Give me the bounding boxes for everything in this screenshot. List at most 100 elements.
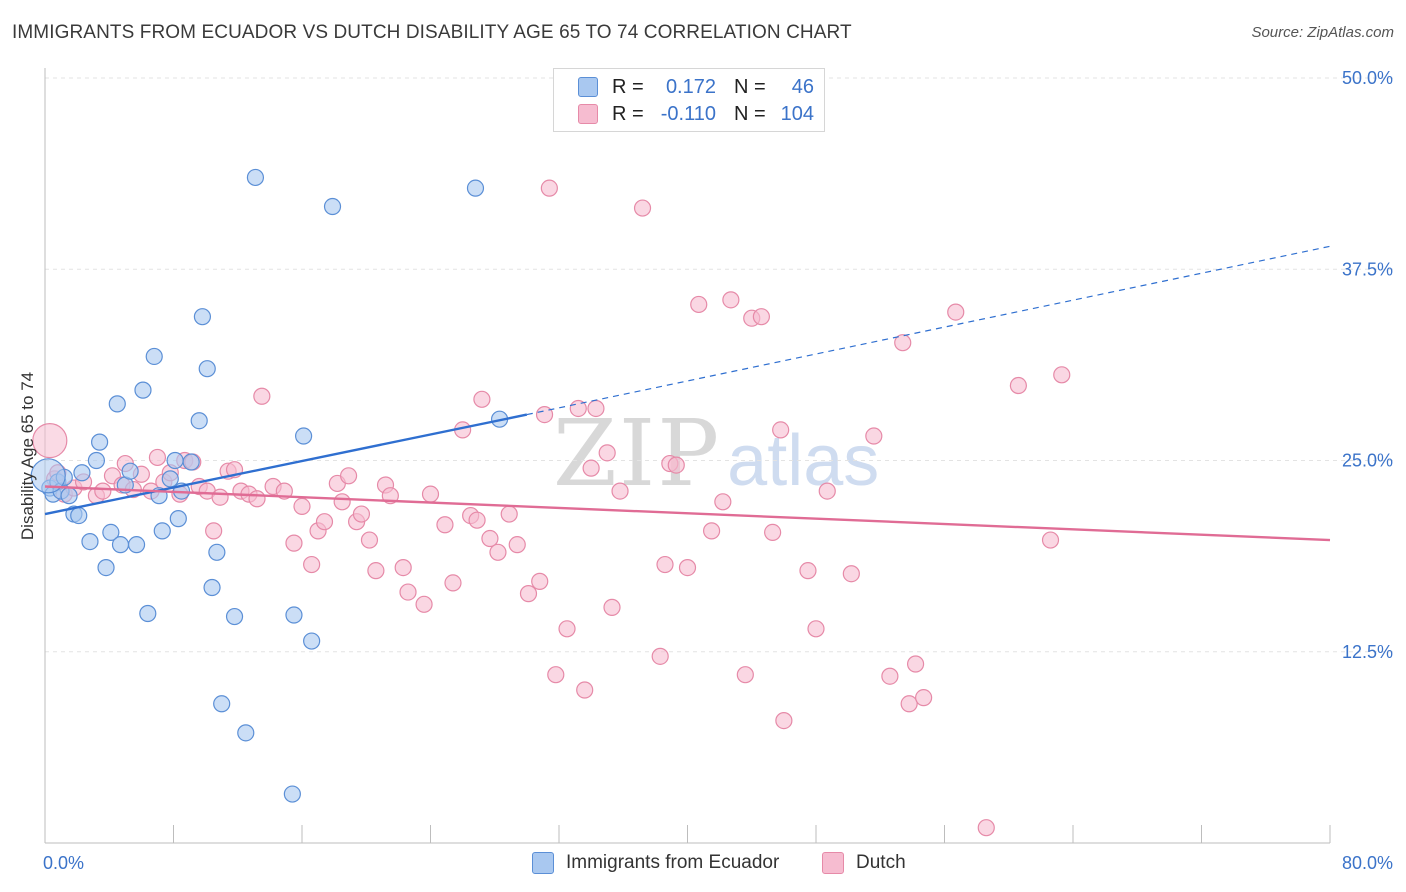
ecuador-point: [97, 558, 115, 577]
dutch-point: [421, 485, 440, 503]
legend-item-ecuador: Immigrants from Ecuador: [532, 852, 779, 874]
dutch-point: [339, 467, 358, 485]
dutch-point: [842, 565, 860, 583]
ecuador-point: [111, 536, 130, 554]
dutch-point: [587, 399, 605, 418]
dutch-point: [772, 421, 790, 439]
ecuador-point: [208, 543, 226, 561]
ecuador-point: [73, 464, 91, 482]
ecuador-point: [81, 532, 99, 551]
legend-label-dutch: Dutch: [856, 852, 906, 873]
y-tick-label: 50.0%: [1342, 68, 1393, 88]
ecuador-point: [139, 604, 157, 623]
dutch-point: [547, 666, 565, 684]
legend-r-value: -0.110: [660, 102, 716, 125]
ecuador-point: [87, 451, 106, 470]
dutch-point: [508, 536, 526, 554]
legend-n-label: N =: [734, 75, 766, 98]
dutch-point: [611, 482, 629, 500]
ecuador-point: [121, 462, 139, 480]
dutch-point: [444, 574, 462, 592]
dutch-point: [500, 505, 518, 523]
ecuador-point: [246, 168, 265, 187]
dutch-point: [667, 456, 685, 474]
dutch-point: [315, 513, 334, 531]
dutch-point: [764, 523, 782, 542]
dutch-point: [1053, 366, 1071, 384]
legend-r-label: R =: [612, 102, 644, 125]
ecuador-point: [153, 522, 171, 540]
dutch-point: [894, 334, 912, 352]
dutch-point: [947, 303, 965, 321]
dutch-point: [799, 562, 817, 580]
ecuador-point: [283, 785, 301, 803]
ecuador-point: [169, 510, 187, 528]
tick-labels: 12.5% 25.0% 37.5% 50.0% 0.0% 80.0%: [43, 68, 1393, 873]
ecuador-trend-extension: [526, 245, 1331, 416]
ecuador-point: [285, 606, 303, 624]
ecuador-point: [198, 360, 216, 378]
ecuador-point: [323, 197, 342, 216]
dutch-point: [678, 558, 697, 577]
ecuador-point: [134, 381, 152, 399]
ecuador-point: [182, 453, 200, 471]
dutch-point: [352, 505, 371, 523]
ecuador-point: [203, 578, 221, 597]
y-axis-label: Disability Age 65 to 74: [18, 371, 37, 541]
dutch-point: [489, 543, 507, 561]
legend-r-value: 0.172: [665, 75, 716, 98]
dutch-point: [468, 511, 486, 529]
dutch-point: [303, 555, 321, 574]
legend-r-label: R =: [612, 75, 644, 98]
ecuador-point: [190, 412, 208, 430]
dutch-point: [436, 516, 454, 534]
grid-lines: [45, 77, 1395, 653]
dutch-point: [752, 308, 770, 326]
dutch-point: [906, 655, 925, 673]
ecuador-point: [225, 607, 244, 626]
dutch-point: [865, 427, 883, 445]
dutch-point: [722, 291, 740, 309]
dutch-point: [293, 497, 311, 515]
legend-item-dutch: Dutch: [822, 852, 906, 874]
dutch-point: [900, 695, 918, 713]
dutch-point: [915, 689, 933, 707]
dutch-point: [394, 558, 412, 577]
dutch-point: [333, 493, 351, 511]
ecuador-point: [213, 695, 231, 713]
dutch-point: [775, 711, 793, 730]
ecuador-point: [102, 523, 120, 542]
dutch-point: [656, 555, 674, 574]
y-tick-label: 12.5%: [1342, 642, 1393, 662]
dutch-point: [211, 488, 229, 506]
legend-row-dutch: R = -0.110 N = 104: [578, 102, 814, 126]
dutch-point: [603, 598, 621, 616]
dutch-point: [248, 490, 266, 508]
legend-row-ecuador: R = 0.172 N = 46: [578, 75, 814, 99]
axes: [44, 68, 1331, 844]
dutch-point: [367, 562, 385, 580]
dutch-point: [736, 666, 754, 684]
ecuador-point: [161, 470, 179, 488]
y-tick-label: 25.0%: [1342, 451, 1393, 471]
ecuador-point: [145, 347, 163, 366]
ecuador-point: [127, 536, 146, 554]
dutch-point: [582, 459, 600, 477]
dutch-point: [253, 387, 271, 405]
dutch-point: [205, 522, 223, 540]
dutch-point: [399, 583, 417, 601]
dutch-point: [690, 295, 708, 314]
legend-swatch-dutch: [822, 852, 844, 874]
dutch-point: [285, 534, 303, 552]
legend-label-ecuador: Immigrants from Ecuador: [566, 852, 780, 873]
legend-n-value: 104: [780, 102, 814, 125]
dutch-point: [714, 493, 732, 511]
dutch-point: [32, 423, 68, 459]
legend-n-label: N =: [734, 102, 766, 125]
ecuador-point: [60, 487, 78, 505]
dutch-point: [651, 647, 669, 665]
dutch-point: [415, 595, 433, 613]
dutch-point: [275, 482, 293, 500]
dutch-point: [1041, 531, 1060, 549]
series-legend: Immigrants from Ecuador Dutch: [0, 852, 1406, 878]
